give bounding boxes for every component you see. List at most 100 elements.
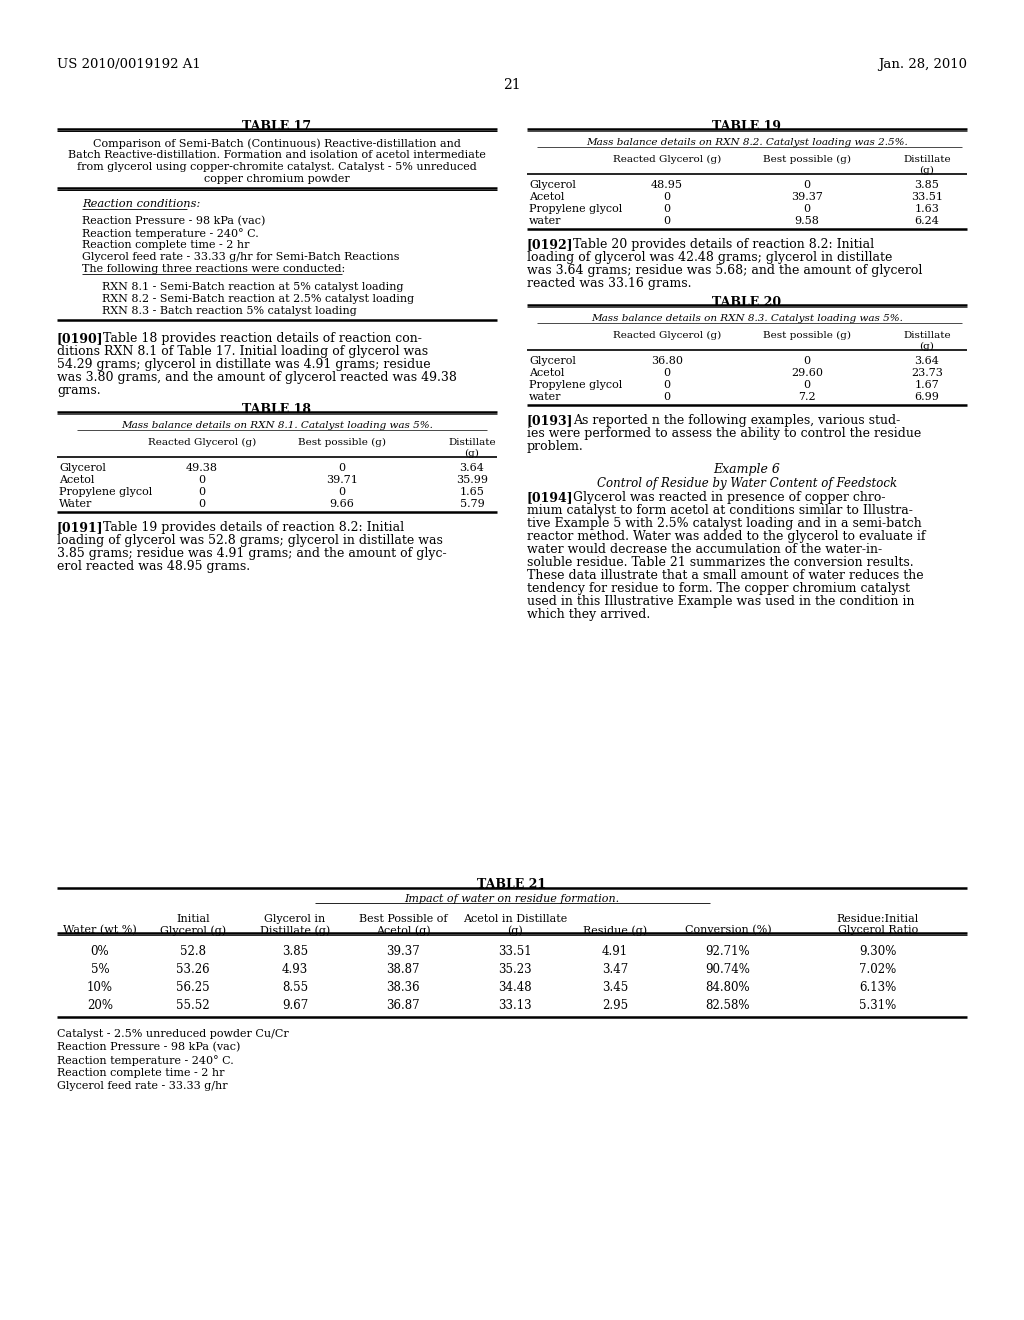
Text: 36.87: 36.87 [386,999,420,1012]
Text: Glycerol: Glycerol [529,356,575,366]
Text: Propylene glycol: Propylene glycol [529,205,623,214]
Text: ies were performed to assess the ability to control the residue: ies were performed to assess the ability… [527,426,922,440]
Text: 35.99: 35.99 [456,475,488,484]
Text: 55.52: 55.52 [176,999,210,1012]
Text: 0: 0 [339,487,345,498]
Text: Glycerol was reacted in presence of copper chro-: Glycerol was reacted in presence of copp… [573,491,886,504]
Text: 33.51: 33.51 [499,945,531,958]
Text: Glycerol: Glycerol [59,463,105,473]
Text: 0: 0 [664,380,671,389]
Text: RXN 8.1 - Semi-Batch reaction at 5% catalyst loading: RXN 8.1 - Semi-Batch reaction at 5% cata… [102,282,403,292]
Text: TABLE 21: TABLE 21 [477,878,547,891]
Text: [0193]: [0193] [527,414,573,426]
Text: Comparison of Semi-Batch (Continuous) Reactive-distillation and: Comparison of Semi-Batch (Continuous) Re… [93,139,461,149]
Text: 23.73: 23.73 [911,368,943,378]
Text: Batch Reactive-distillation. Formation and isolation of acetol intermediate: Batch Reactive-distillation. Formation a… [68,150,486,160]
Text: Glycerol Ratio: Glycerol Ratio [838,925,919,935]
Text: [0194]: [0194] [527,491,573,504]
Text: 3.85: 3.85 [914,180,939,190]
Text: Mass balance details on RXN 8.1. Catalyst loading was 5%.: Mass balance details on RXN 8.1. Catalys… [121,421,433,430]
Text: Water: Water [59,499,92,510]
Text: 3.85: 3.85 [282,945,308,958]
Text: TABLE 20: TABLE 20 [713,296,781,309]
Text: Reacted Glycerol (g): Reacted Glycerol (g) [613,154,721,164]
Text: Acetol: Acetol [59,475,94,484]
Text: Glycerol (g): Glycerol (g) [160,925,226,936]
Text: tendency for residue to form. The copper chromium catalyst: tendency for residue to form. The copper… [527,582,910,595]
Text: 10%: 10% [87,981,113,994]
Text: 36.80: 36.80 [651,356,683,366]
Text: loading of glycerol was 52.8 grams; glycerol in distillate was: loading of glycerol was 52.8 grams; glyc… [57,535,442,546]
Text: 3.64: 3.64 [460,463,484,473]
Text: 90.74%: 90.74% [706,964,751,975]
Text: 1.65: 1.65 [460,487,484,498]
Text: Mass balance details on RXN 8.2. Catalyst loading was 2.5%.: Mass balance details on RXN 8.2. Catalys… [586,139,908,147]
Text: Best Possible of: Best Possible of [358,913,447,924]
Text: [0192]: [0192] [527,238,573,251]
Text: 39.71: 39.71 [326,475,358,484]
Text: 6.24: 6.24 [914,216,939,226]
Text: 0: 0 [199,475,206,484]
Text: Jan. 28, 2010: Jan. 28, 2010 [878,58,967,71]
Text: Acetol (g): Acetol (g) [376,925,430,936]
Text: was 3.80 grams, and the amount of glycerol reacted was 49.38: was 3.80 grams, and the amount of glycer… [57,371,457,384]
Text: erol reacted was 48.95 grams.: erol reacted was 48.95 grams. [57,560,250,573]
Text: 0: 0 [664,368,671,378]
Text: 3.45: 3.45 [602,981,628,994]
Text: 52.8: 52.8 [180,945,206,958]
Text: As reported n the following examples, various stud-: As reported n the following examples, va… [573,414,900,426]
Text: [0190]: [0190] [57,333,103,345]
Text: Mass balance details on RXN 8.3. Catalyst loading was 5%.: Mass balance details on RXN 8.3. Catalys… [591,314,903,323]
Text: 38.36: 38.36 [386,981,420,994]
Text: 9.66: 9.66 [330,499,354,510]
Text: ditions RXN 8.1 of Table 17. Initial loading of glycerol was: ditions RXN 8.1 of Table 17. Initial loa… [57,345,428,358]
Text: 53.26: 53.26 [176,964,210,975]
Text: 35.23: 35.23 [499,964,531,975]
Text: 34.48: 34.48 [499,981,531,994]
Text: 3.47: 3.47 [602,964,628,975]
Text: Best possible (g): Best possible (g) [763,331,851,341]
Text: 5.79: 5.79 [460,499,484,510]
Text: Residue (g): Residue (g) [583,925,647,936]
Text: 9.58: 9.58 [795,216,819,226]
Text: Propylene glycol: Propylene glycol [59,487,153,498]
Text: Best possible (g): Best possible (g) [763,154,851,164]
Text: reactor method. Water was added to the glycerol to evaluate if: reactor method. Water was added to the g… [527,531,926,543]
Text: Distillate: Distillate [903,154,951,164]
Text: 39.37: 39.37 [792,191,823,202]
Text: Glycerol feed rate - 33.33 g/hr: Glycerol feed rate - 33.33 g/hr [57,1081,227,1092]
Text: 8.55: 8.55 [282,981,308,994]
Text: 5.31%: 5.31% [859,999,897,1012]
Text: Distillate (g): Distillate (g) [260,925,330,936]
Text: 0: 0 [804,205,811,214]
Text: Reaction complete time - 2 hr: Reaction complete time - 2 hr [57,1068,224,1078]
Text: 0%: 0% [91,945,110,958]
Text: 0: 0 [804,356,811,366]
Text: grams.: grams. [57,384,100,397]
Text: was 3.64 grams; residue was 5.68; and the amount of glycerol: was 3.64 grams; residue was 5.68; and th… [527,264,923,277]
Text: copper chromium powder: copper chromium powder [204,174,350,183]
Text: 49.38: 49.38 [186,463,218,473]
Text: Distillate: Distillate [449,438,496,447]
Text: 84.80%: 84.80% [706,981,751,994]
Text: 2.95: 2.95 [602,999,628,1012]
Text: Table 20 provides details of reaction 8.2: Initial: Table 20 provides details of reaction 8.… [573,238,874,251]
Text: 7.02%: 7.02% [859,964,897,975]
Text: Reaction temperature - 240° C.: Reaction temperature - 240° C. [57,1055,233,1065]
Text: tive Example 5 with 2.5% catalyst loading and in a semi-batch: tive Example 5 with 2.5% catalyst loadin… [527,517,922,531]
Text: problem.: problem. [527,440,584,453]
Text: Acetol: Acetol [529,191,564,202]
Text: 3.64: 3.64 [914,356,939,366]
Text: Reacted Glycerol (g): Reacted Glycerol (g) [613,331,721,341]
Text: 6.99: 6.99 [914,392,939,403]
Text: Water (wt %): Water (wt %) [63,925,137,936]
Text: 39.37: 39.37 [386,945,420,958]
Text: (g): (g) [920,342,935,351]
Text: Propylene glycol: Propylene glycol [529,380,623,389]
Text: mium catalyst to form acetol at conditions similar to Illustra-: mium catalyst to form acetol at conditio… [527,504,912,517]
Text: 4.91: 4.91 [602,945,628,958]
Text: 0: 0 [664,392,671,403]
Text: TABLE 18: TABLE 18 [243,403,311,416]
Text: Best possible (g): Best possible (g) [298,438,386,447]
Text: from glycerol using copper-chromite catalyst. Catalyst - 5% unreduced: from glycerol using copper-chromite cata… [77,162,477,172]
